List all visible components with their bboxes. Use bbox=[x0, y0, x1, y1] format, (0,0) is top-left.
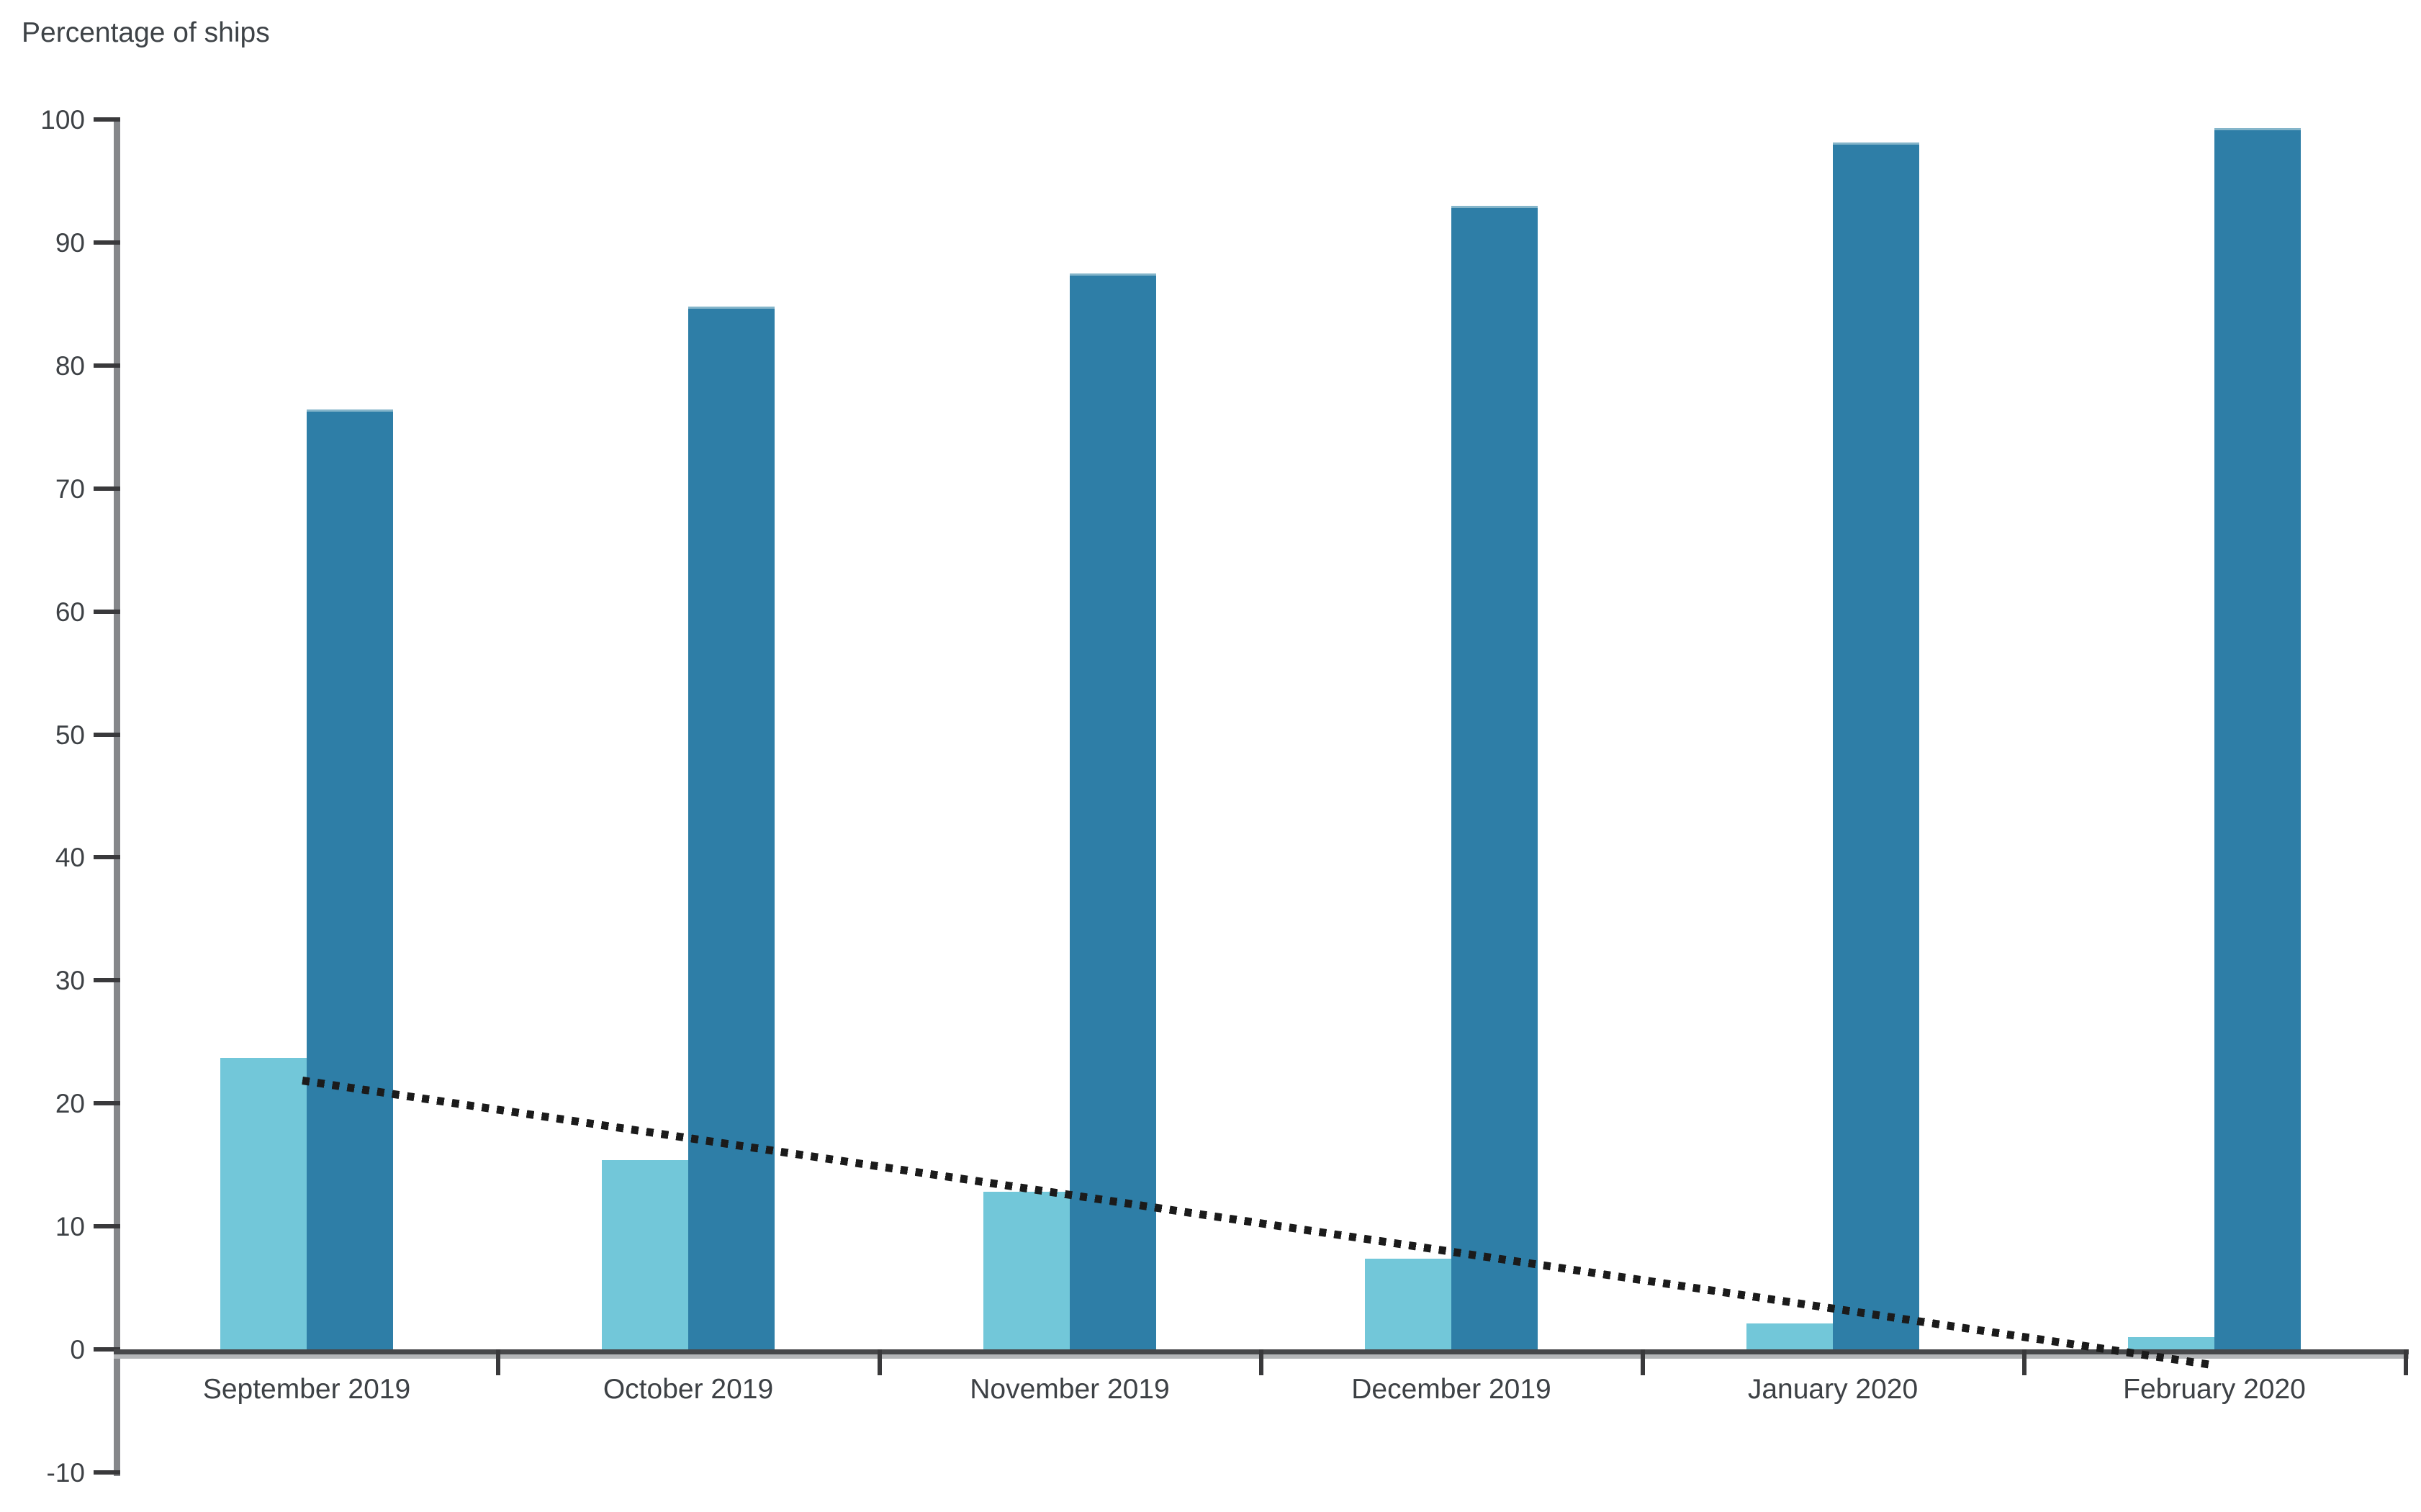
x-tick-label: September 2019 bbox=[202, 1374, 411, 1405]
y-tick-mark bbox=[94, 732, 120, 737]
y-axis-line bbox=[114, 117, 120, 1476]
chart-title: Percentage of ships bbox=[22, 17, 270, 48]
x-tick-label: November 2019 bbox=[970, 1374, 1170, 1405]
light-blue-bars-november-2019 bbox=[983, 1192, 1070, 1349]
y-tick-label: -10 bbox=[46, 1457, 85, 1488]
y-tick-mark bbox=[94, 117, 120, 122]
x-tick-mark bbox=[2022, 1349, 2026, 1375]
dark-blue-bars-october-2019 bbox=[688, 306, 775, 1349]
y-tick-label: 90 bbox=[55, 227, 85, 258]
dark-blue-bars-november-2019 bbox=[1070, 273, 1156, 1349]
dotted-trendline bbox=[302, 1076, 2211, 1369]
y-tick-mark bbox=[94, 1347, 120, 1352]
y-tick-mark bbox=[94, 486, 120, 491]
y-tick-mark bbox=[94, 609, 120, 614]
y-tick-mark bbox=[94, 855, 120, 860]
y-tick-mark bbox=[94, 978, 120, 983]
y-tick-mark bbox=[94, 1101, 120, 1106]
y-tick-label: 30 bbox=[55, 966, 85, 996]
x-tick-mark bbox=[1641, 1349, 1645, 1375]
x-tick-mark bbox=[1259, 1349, 1263, 1375]
x-tick-label: October 2019 bbox=[603, 1374, 774, 1405]
dark-blue-bars-september-2019 bbox=[307, 409, 393, 1349]
light-blue-bars-january-2020 bbox=[1746, 1323, 1833, 1349]
x-tick-label: February 2020 bbox=[2123, 1374, 2306, 1405]
y-tick-label: 70 bbox=[55, 474, 85, 504]
light-blue-bars-december-2019 bbox=[1365, 1258, 1451, 1349]
y-tick-label: 50 bbox=[55, 720, 85, 750]
y-tick-mark bbox=[94, 240, 120, 245]
y-tick-mark bbox=[94, 1470, 120, 1475]
light-blue-bars-february-2020 bbox=[2128, 1336, 2214, 1349]
light-blue-bars-october-2019 bbox=[602, 1159, 688, 1349]
dark-blue-bars-january-2020 bbox=[1833, 142, 1919, 1349]
y-tick-label: 80 bbox=[55, 350, 85, 381]
dark-blue-bars-december-2019 bbox=[1451, 205, 1538, 1349]
light-blue-bars-september-2019 bbox=[220, 1057, 307, 1349]
x-tick-mark bbox=[2404, 1349, 2408, 1375]
y-tick-label: 100 bbox=[40, 105, 85, 135]
y-tick-mark bbox=[94, 363, 120, 368]
x-tick-label: December 2019 bbox=[1351, 1374, 1551, 1405]
x-tick-label: January 2020 bbox=[1747, 1374, 1919, 1405]
y-tick-label: 40 bbox=[55, 843, 85, 873]
dark-blue-bars-february-2020 bbox=[2214, 127, 2301, 1349]
y-tick-label: 0 bbox=[70, 1335, 85, 1364]
y-tick-label: 10 bbox=[55, 1212, 85, 1242]
y-tick-label: 60 bbox=[55, 597, 85, 627]
y-tick-mark bbox=[94, 1224, 120, 1229]
x-tick-mark bbox=[878, 1349, 882, 1375]
x-tick-mark bbox=[496, 1349, 500, 1375]
y-tick-label: 20 bbox=[55, 1089, 85, 1119]
